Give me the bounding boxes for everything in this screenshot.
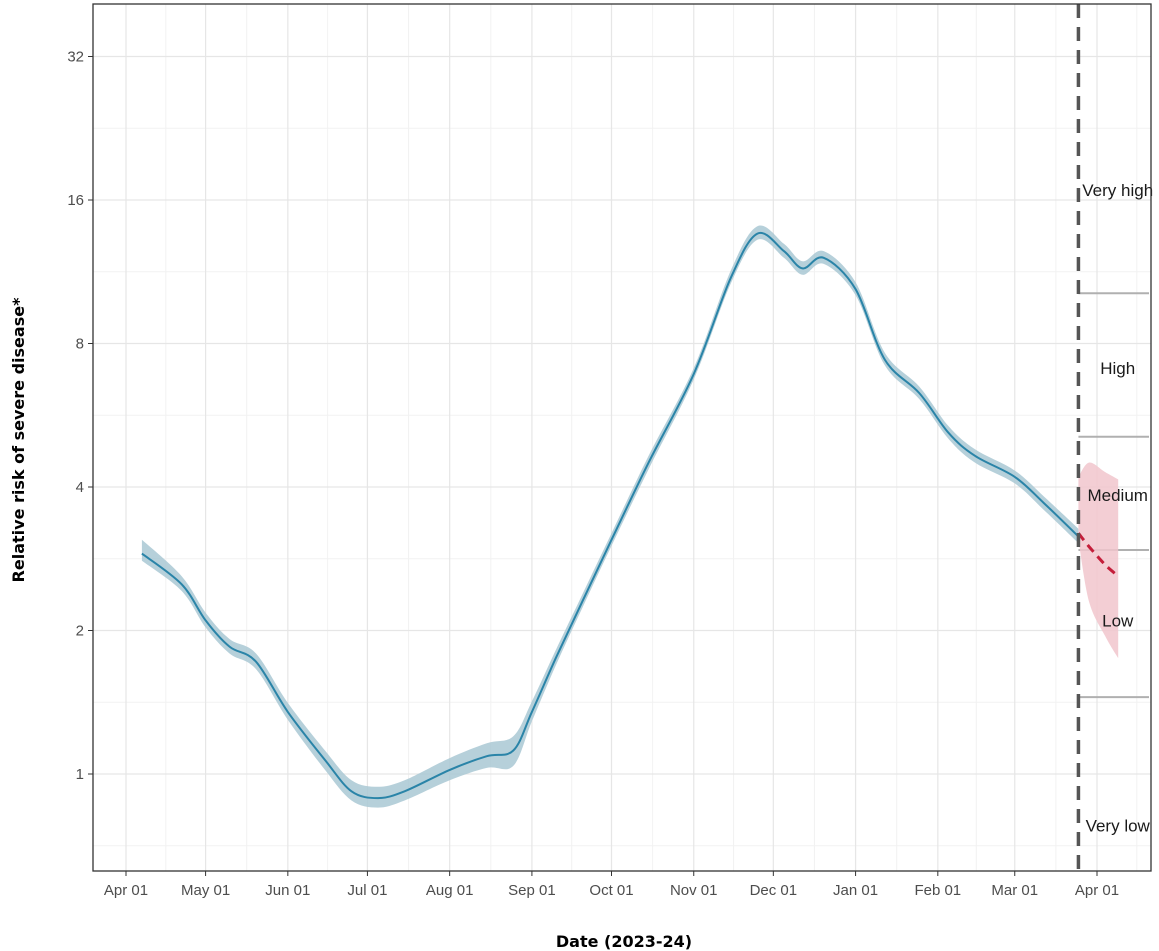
y-tick-label: 16 — [67, 192, 84, 209]
forecast-confidence-band — [1078, 462, 1119, 659]
risk-level-label: Very low — [1086, 816, 1151, 835]
x-tick-label: Jun 01 — [265, 882, 310, 899]
y-tick-label: 32 — [67, 49, 84, 66]
x-tick-label: Jul 01 — [347, 882, 387, 899]
risk-estimate-line — [141, 231, 1080, 800]
risk-level-label: Low — [1102, 611, 1134, 630]
x-tick-label: Mar 01 — [991, 882, 1038, 899]
x-tick-label: Apr 01 — [1075, 882, 1119, 899]
x-tick-label: Feb 01 — [914, 882, 961, 899]
x-tick-label: Aug 01 — [426, 882, 474, 899]
x-tick-label: Sep 01 — [508, 882, 556, 899]
plot-background — [93, 4, 1151, 871]
x-tick-label: May 01 — [181, 882, 230, 899]
y-axis-ticks: 1 2 4 8 16 32 — [67, 49, 93, 783]
x-tick-label: Nov 01 — [670, 882, 718, 899]
risk-level-label: High — [1100, 359, 1135, 378]
y-tick-label: 8 — [76, 336, 84, 353]
risk-level-label: Very high — [1082, 181, 1153, 200]
risk-level-label: Medium — [1087, 486, 1147, 505]
risk-level-labels: Very high High Medium Low Very low — [1082, 181, 1153, 836]
y-tick-label: 4 — [76, 479, 84, 496]
x-tick-label: Oct 01 — [589, 882, 633, 899]
y-tick-label: 1 — [76, 766, 84, 783]
x-tick-label: Dec 01 — [750, 882, 798, 899]
confidence-bands — [141, 225, 1119, 808]
plot-border — [92, 3, 1152, 872]
major-gridlines — [93, 4, 1151, 871]
x-axis-ticks: Apr 01 May 01 Jun 01 Jul 01 Aug 01 Sep 01 Oct … — [104, 871, 1119, 899]
y-axis-title: Relative risk of severe disease* — [9, 297, 28, 583]
x-tick-label: Jan 01 — [833, 882, 878, 899]
y-tick-label: 2 — [76, 623, 84, 640]
x-tick-label: Apr 01 — [104, 882, 148, 899]
forecast-line — [1077, 532, 1120, 578]
x-axis-title: Date (2023-24) — [556, 932, 692, 951]
series-lines — [141, 231, 1120, 800]
